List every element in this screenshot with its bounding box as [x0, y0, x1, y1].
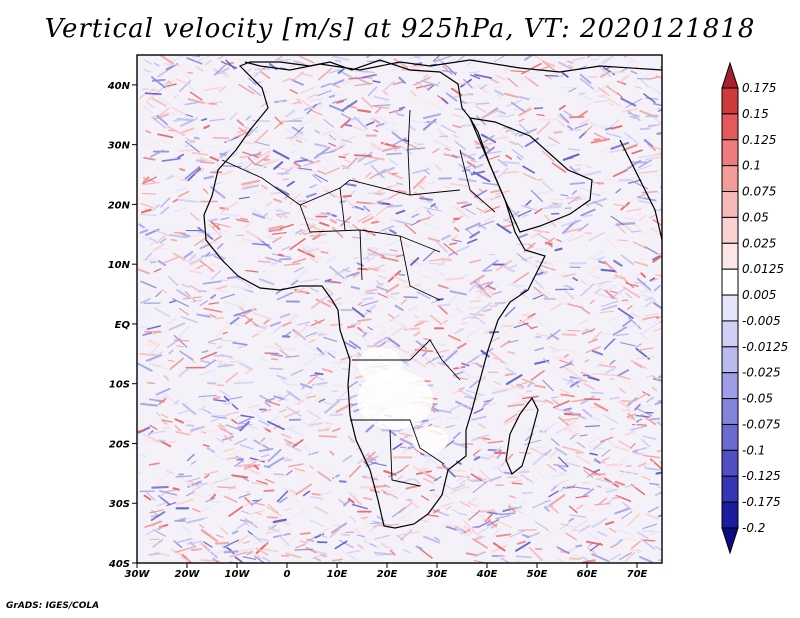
colorbar-label: -0.2: [742, 521, 765, 535]
lat-label: 10N: [108, 260, 131, 271]
lon-label: 0: [284, 569, 291, 580]
plot-frame: [136, 54, 663, 564]
lon-label: 50E: [527, 569, 548, 580]
colorbar-label: -0.05: [742, 392, 773, 406]
colorbar-label: 0.005: [742, 288, 776, 302]
colorbar-label: 0.025: [742, 236, 776, 250]
colorbar-label: -0.075: [742, 417, 781, 431]
colorbar-segment: [721, 294, 739, 322]
lat-label: 30N: [108, 141, 131, 152]
colorbar-segment: [721, 475, 739, 503]
colorbar-segment: [721, 113, 739, 141]
lon-label: 30W: [125, 569, 151, 580]
colorbar-segment: [721, 372, 739, 400]
latitude-axis: 40N 30N 20N 10N EQ 10S 20S 30S 40S: [107, 81, 137, 570]
colorbar-segment: [721, 423, 739, 451]
colorbar-label: -0.1: [742, 443, 765, 457]
lon-label: 40E: [476, 569, 498, 580]
lat-label: 10S: [109, 380, 130, 391]
lon-label: 10W: [225, 569, 251, 580]
colorbar-segment: [721, 165, 739, 193]
vertical-velocity-field: [137, 55, 662, 563]
colorbar-label: 0.075: [742, 185, 776, 199]
colorbar-segment: [721, 242, 739, 270]
colorbar-label: 0.1: [742, 159, 761, 173]
madagascar-coastline: [505, 396, 539, 475]
lat-label: 20S: [109, 439, 130, 450]
lat-label: 40N: [107, 81, 131, 92]
lat-label: 40S: [108, 559, 130, 570]
colorbar-segment: [721, 346, 739, 374]
colorbar-segment: [721, 191, 739, 218]
colorbar-segment: [721, 216, 739, 244]
arabia-coastline: [469, 117, 593, 233]
colorbar-label: 0.0125: [742, 262, 784, 276]
colorbar-segment: [721, 61, 739, 89]
coastlines-borders: [203, 59, 662, 529]
colorbar-label: -0.025: [742, 366, 781, 380]
lon-label: 20W: [175, 569, 201, 580]
europe-coastline: [244, 59, 662, 73]
colorbar-label: -0.0125: [742, 340, 788, 354]
india-coastline: [619, 139, 662, 241]
colorbar-segment: [721, 268, 739, 296]
colorbar: 0.175 0.15 0.125 0.1 0.075 0.05 0.025 0.0125 0.0…: [721, 61, 788, 555]
colorbar-label: -0.005: [742, 314, 781, 328]
lon-label: 10E: [327, 569, 348, 580]
colorbar-label: -0.175: [742, 495, 781, 509]
lat-label: 30S: [109, 499, 130, 510]
lon-label: 20E: [377, 569, 398, 580]
colorbar-segment: [721, 449, 739, 477]
colorbar-segment: [721, 398, 739, 425]
africa-coastline: [203, 59, 546, 529]
colorbar-segment: [721, 320, 739, 348]
colorbar-segment: [721, 527, 739, 555]
colorbar-label: 0.05: [742, 210, 769, 224]
colorbar-segment: [721, 139, 739, 167]
lon-label: 30E: [427, 569, 448, 580]
lon-label: 60E: [577, 569, 598, 580]
lat-label: EQ: [115, 320, 131, 331]
grads-credit: GrADS: IGES/COLA: [6, 601, 100, 611]
colorbar-label: -0.125: [742, 469, 781, 483]
lat-label: 20N: [108, 200, 131, 211]
country-borders: [221, 109, 496, 487]
colorbar-label: 0.175: [742, 81, 776, 95]
colorbar-segment: [721, 87, 739, 115]
colorbar-label: 0.125: [742, 133, 776, 147]
lon-label: 70E: [627, 569, 648, 580]
colorbar-segment: [721, 501, 739, 529]
chart-title: Vertical velocity [m/s] at 925hPa, VT: 2…: [44, 14, 756, 44]
longitude-axis: 30W 20W 10W 0 10E 20E 30E 40E 50E 60E 70E: [125, 563, 648, 580]
colorbar-label: 0.15: [742, 107, 769, 121]
